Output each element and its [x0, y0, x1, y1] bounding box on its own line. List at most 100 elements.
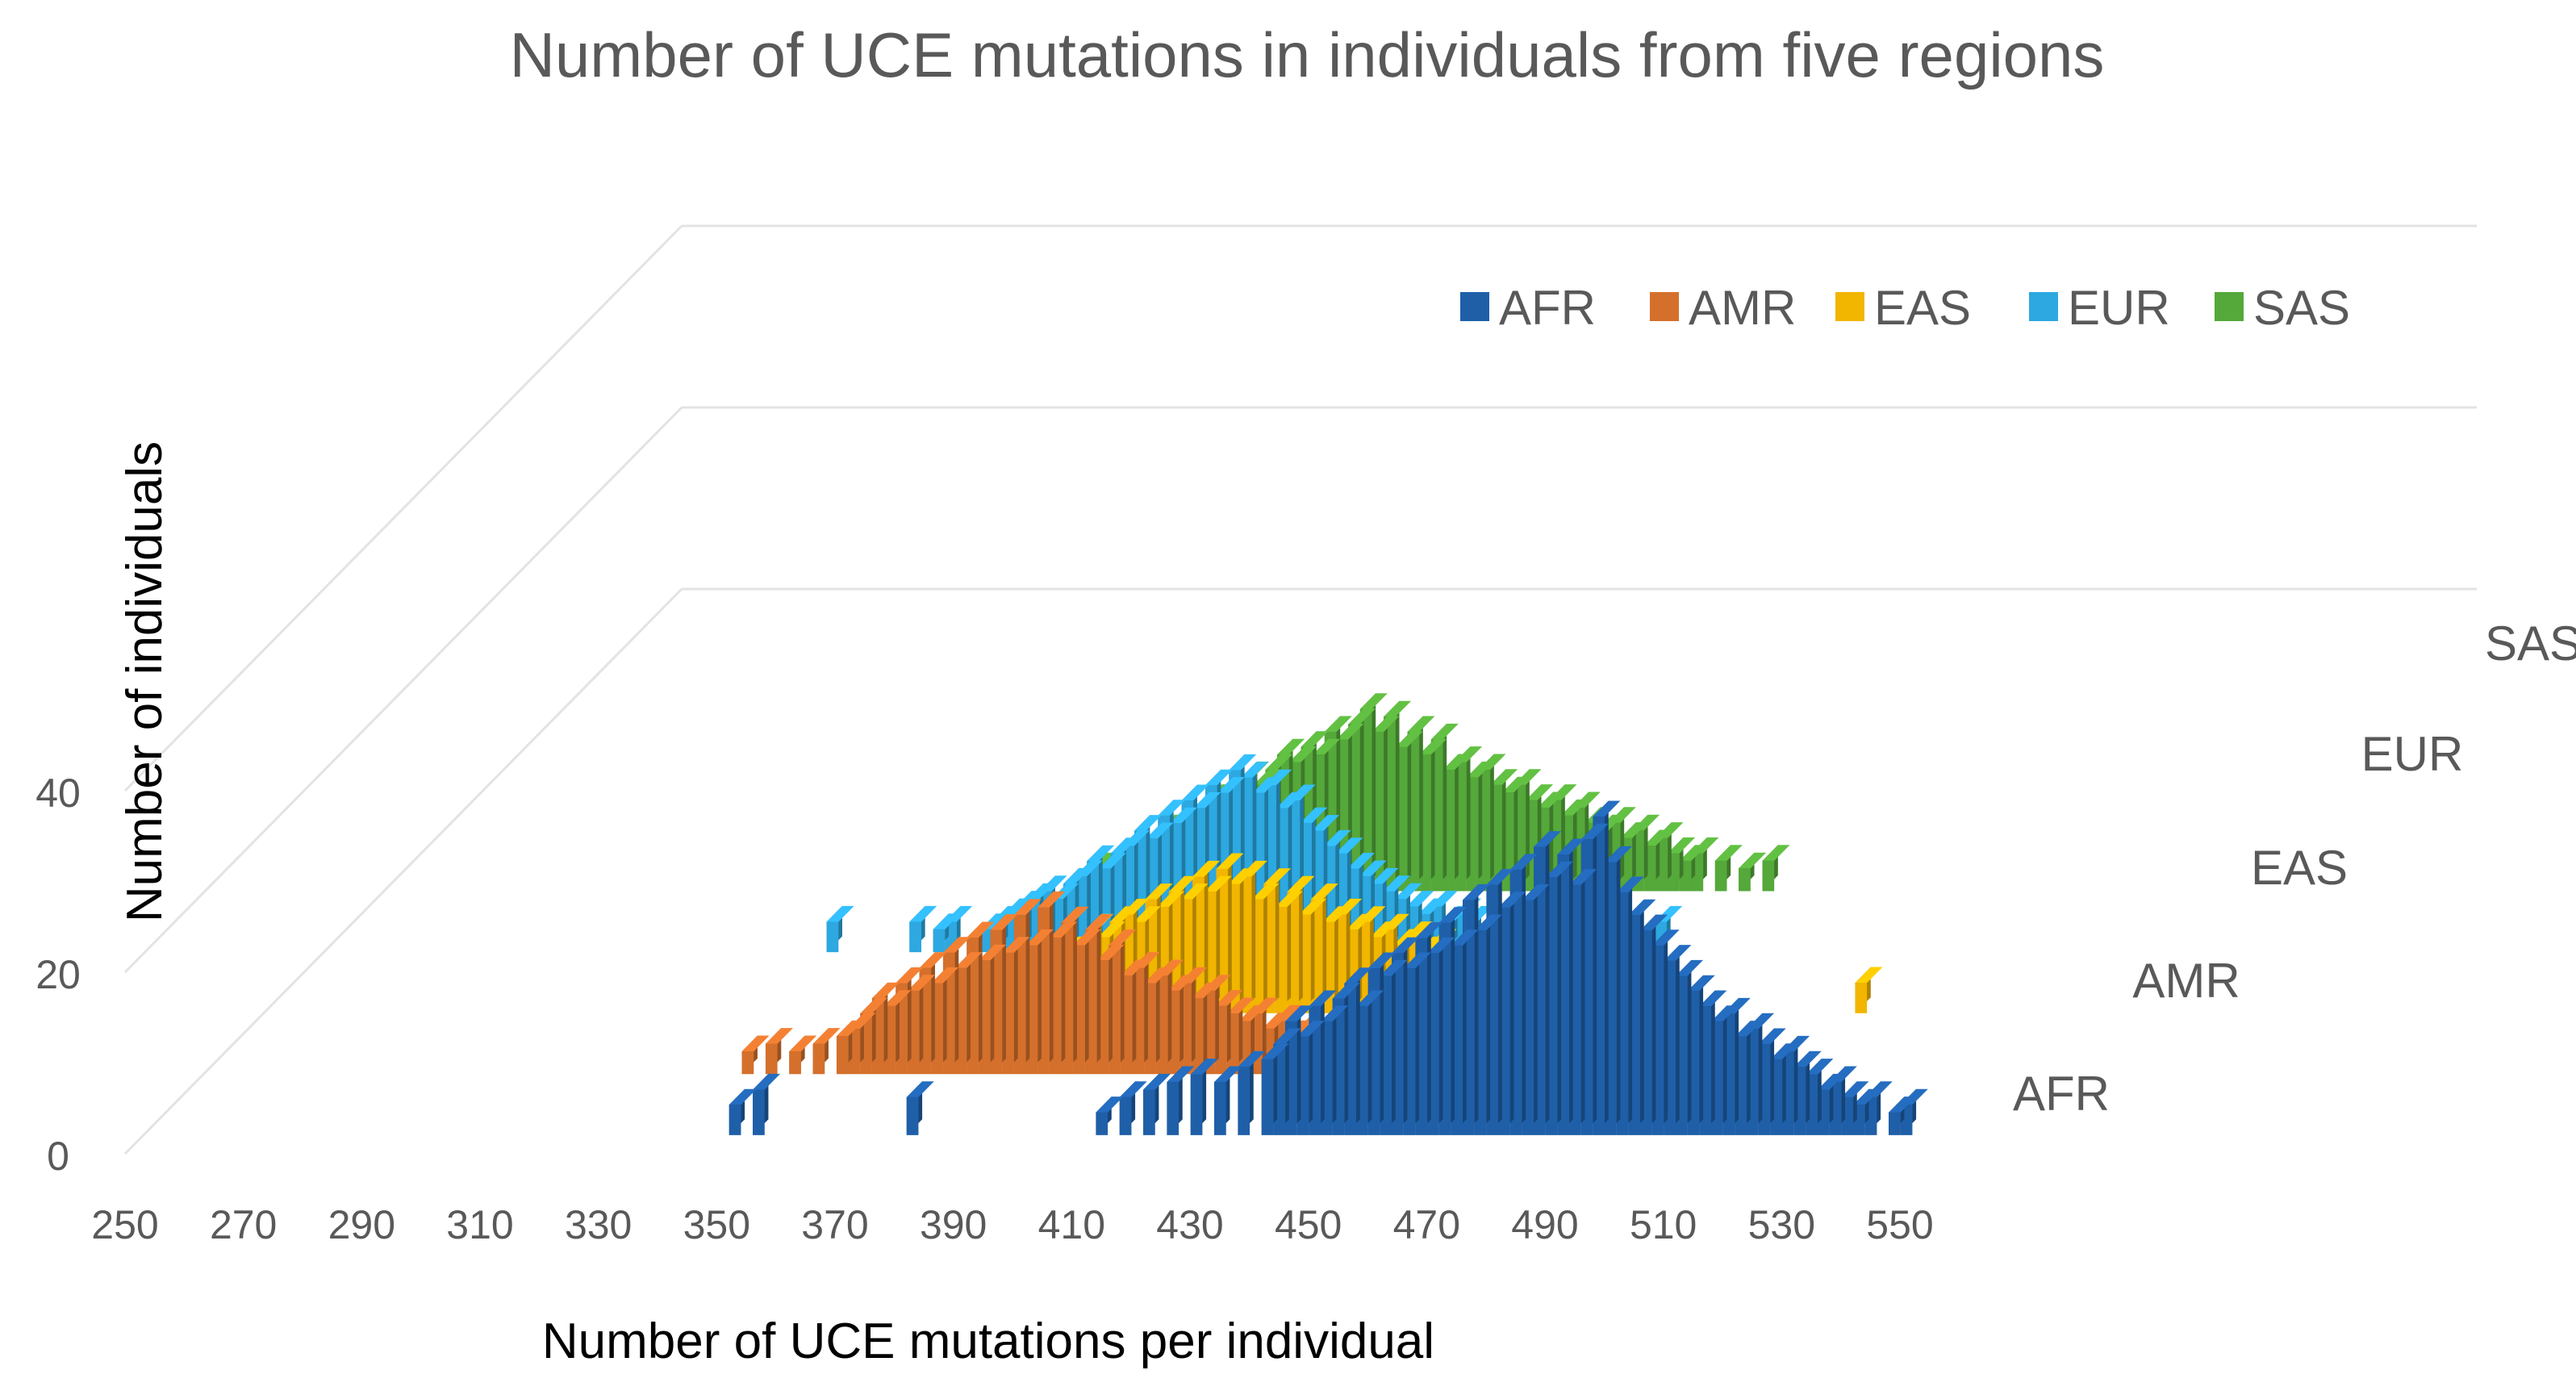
bar [1143, 1089, 1155, 1135]
bar [1855, 983, 1868, 1013]
bar-top [1758, 1028, 1786, 1045]
x-tick-label: 270 [210, 1202, 277, 1247]
bar-top [836, 1020, 864, 1037]
bar-top [1120, 959, 1148, 976]
bar-top [1313, 738, 1341, 755]
bar-top [1403, 952, 1431, 969]
bar-top [1509, 854, 1538, 870]
bar-top [1013, 899, 1042, 915]
bar-top [1119, 1081, 1147, 1097]
bar [1889, 1112, 1901, 1135]
bar-top [1415, 921, 1443, 938]
x-tick-label: 550 [1866, 1202, 1933, 1247]
bar-top [1643, 829, 1672, 846]
bar-top [1169, 807, 1197, 824]
bar-top [1214, 1066, 1242, 1083]
bar-top [741, 1035, 770, 1052]
bar-top [1191, 982, 1219, 999]
bar-top [1193, 792, 1221, 808]
bar-top [1217, 777, 1245, 793]
bar [765, 1043, 778, 1075]
bar-top [1263, 868, 1292, 884]
bar-top [1310, 883, 1338, 900]
bar-top [1332, 983, 1360, 999]
bar-top [1275, 792, 1304, 808]
legend-label: SAS [2253, 281, 2350, 335]
bar-top [954, 952, 983, 968]
bar-top [1498, 892, 1526, 908]
legend: AFR AMR EAS EUR SAS [1460, 281, 2350, 335]
bar-top [933, 913, 961, 929]
bar-top [1490, 769, 1518, 785]
bar [909, 921, 921, 953]
bar-top [1110, 838, 1138, 854]
bar-top [1285, 1005, 1313, 1021]
bar [789, 1051, 801, 1075]
x-tick-label: 430 [1156, 1202, 1223, 1247]
bar-top [1087, 845, 1115, 862]
bar-top [1324, 716, 1352, 733]
legend-swatch [1835, 292, 1864, 321]
depth-label: AFR [2013, 1067, 2110, 1121]
bar-top [1394, 883, 1422, 900]
bar-top [1537, 792, 1565, 808]
bar-top [1620, 822, 1648, 838]
bar [741, 1051, 754, 1075]
bar-top [978, 944, 1006, 961]
bar-top [1451, 929, 1479, 946]
bar-top [1084, 914, 1113, 930]
bar-top [1287, 875, 1315, 892]
bar-top [990, 914, 1018, 930]
bar-top [1417, 898, 1446, 915]
bar-top [906, 1081, 934, 1097]
bar [836, 1036, 849, 1075]
bar-top [1133, 906, 1161, 922]
bar-top [753, 1073, 781, 1090]
bar-top [1501, 776, 1530, 793]
bar-top [1372, 716, 1400, 733]
bar-top [1144, 967, 1172, 984]
bar-top [907, 975, 935, 991]
bar-top [1739, 852, 1767, 869]
bar-top [1002, 937, 1030, 953]
bar-top [1273, 1028, 1301, 1045]
bar-top [1251, 883, 1280, 900]
bar-top [1167, 1066, 1195, 1083]
bar-top [1262, 1013, 1290, 1029]
bar-top [1427, 937, 1455, 954]
bar-top [1226, 997, 1255, 1014]
bar [1739, 868, 1751, 892]
bar-top [1252, 777, 1280, 793]
legend-label: AMR [1689, 281, 1796, 335]
gridline [123, 406, 683, 974]
bar-top [1569, 869, 1597, 885]
bar-top [1438, 907, 1467, 923]
bar [1167, 1082, 1179, 1135]
bar-top [1593, 800, 1621, 817]
x-axis-title: Number of UCE mutations per individual [542, 1314, 1434, 1369]
x-tick-label: 510 [1630, 1202, 1697, 1247]
bar [906, 1097, 919, 1135]
bar-top [1157, 891, 1185, 908]
bar-top [1229, 754, 1257, 771]
bar-top [1309, 990, 1337, 1007]
bar-top [1406, 891, 1434, 907]
depth-label: EAS [2251, 841, 2348, 895]
bar-top [1806, 1059, 1834, 1075]
legend-label: EUR [2068, 281, 2170, 335]
bar [1762, 860, 1775, 892]
bar-top [1628, 899, 1656, 916]
bar [933, 929, 946, 953]
bar-top [1323, 829, 1351, 846]
bar-top [826, 905, 854, 922]
bar-top [1463, 883, 1491, 900]
bar [1096, 1112, 1108, 1135]
bar-top [1557, 838, 1585, 855]
bar-top [1344, 967, 1372, 984]
x-ticks: 250 270 290 310 330 350 370 390 410 430 450 470 490 5… [91, 1202, 1933, 1247]
bar-top [1561, 799, 1589, 816]
bar-top [765, 1028, 793, 1044]
depth-label: EUR [2361, 727, 2464, 781]
bar-top [1299, 898, 1327, 915]
